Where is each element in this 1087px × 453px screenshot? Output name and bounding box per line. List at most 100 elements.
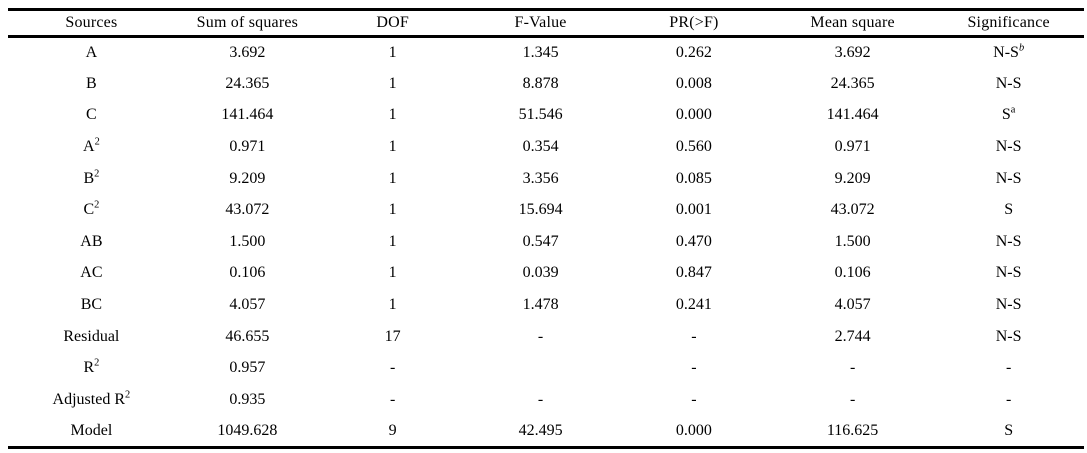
table-cell-dof: 1: [388, 169, 397, 187]
table-cell-mean-square: 43.072: [830, 201, 875, 219]
table-row: A 3.692 1 1.345 0.262 3.692 N-Sb: [8, 37, 1084, 69]
table-cell-significance: N-Sb: [933, 37, 1084, 69]
table-cell-significance: S: [1004, 421, 1014, 439]
table-cell-mean-square: 9.209: [834, 169, 871, 187]
table-cell-pr-f: -: [691, 327, 697, 345]
table-cell-f-value: 42.495: [518, 421, 563, 439]
table-cell-mean-square: 0.971: [834, 138, 871, 156]
table-cell-sources: A: [85, 44, 98, 62]
table-cell-sum-of-squares: 46.655: [225, 327, 270, 345]
table-cell-sum-of-squares: 43.072: [225, 201, 270, 219]
cell-text: Adjusted R: [52, 390, 125, 408]
table-cell-pr-f: 0.008: [675, 74, 712, 92]
table-cell-sources: B2: [8, 163, 175, 195]
table-cell-dof: 1: [388, 264, 397, 282]
table-cell-sources: B: [86, 74, 97, 92]
table-cell-dof: 1: [388, 44, 397, 62]
table-cell-pr-f: 0.241: [675, 296, 712, 314]
table-row: A2 0.971 1 0.354 0.560 0.971 N-S: [8, 131, 1084, 163]
table-cell-mean-square: 3.692: [834, 44, 871, 62]
table-row: Residual 46.655 17 - - 2.744 N-S: [8, 321, 1084, 353]
cell-superscript: 2: [94, 168, 100, 180]
table-cell-dof: 1: [388, 201, 397, 219]
cell-text: B: [83, 169, 95, 187]
cell-text: N-S: [993, 44, 1019, 62]
cell-superscript: 2: [94, 136, 100, 148]
table-cell-sources: C2: [8, 194, 175, 226]
table-header: Sources Sum of squares DOF F-Value PR(>F) Mea…: [8, 9, 1084, 38]
anova-table-container: Sources Sum of squares DOF F-Value PR(>F) Mea…: [8, 8, 1084, 449]
table-cell-significance: -: [1005, 390, 1012, 408]
table-cell-sum-of-squares: 1.500: [229, 232, 266, 250]
table-cell-f-value: 0.354: [522, 138, 559, 156]
table-cell-dof: 1: [388, 106, 397, 124]
table-cell-sources: A2: [8, 131, 175, 163]
table-cell-f-value: [465, 352, 616, 384]
table-cell-pr-f: 0.470: [675, 232, 712, 250]
table-cell-pr-f: 0.560: [675, 138, 712, 156]
table-cell-mean-square: -: [849, 390, 856, 408]
table-cell-significance: S: [1004, 201, 1014, 219]
table-cell-dof: -: [389, 359, 396, 377]
table-body: A 3.692 1 1.345 0.262 3.692 N-Sb B 24.365 1 8.878 0…: [8, 37, 1084, 448]
table-row: C 141.464 1 51.546 0.000 141.464 Sa: [8, 100, 1084, 132]
table-cell-f-value: 3.356: [522, 169, 559, 187]
table-row: Model 1049.628 9 42.495 0.000 116.625 S: [8, 416, 1084, 448]
table-cell-f-value: 0.039: [522, 264, 559, 282]
table-cell-significance: N-S: [995, 169, 1022, 187]
table-row: AC 0.106 1 0.039 0.847 0.106 N-S: [8, 258, 1084, 290]
table-cell-pr-f: 0.847: [675, 264, 712, 282]
table-cell-significance: N-S: [995, 264, 1022, 282]
cell-superscript: b: [1018, 42, 1025, 54]
table-cell-f-value: 0.547: [522, 232, 559, 250]
cell-text: A: [83, 138, 95, 156]
cell-text: R: [83, 359, 95, 377]
table-cell-sources: BC: [80, 296, 103, 314]
table-cell-mean-square: 116.625: [826, 421, 879, 439]
table-row: B2 9.209 1 3.356 0.085 9.209 N-S: [8, 163, 1084, 195]
table-cell-sum-of-squares: 0.971: [229, 138, 266, 156]
table-cell-significance: N-S: [995, 296, 1022, 314]
table-cell-dof: 9: [388, 421, 397, 439]
table-cell-sources: C: [86, 106, 97, 124]
table-cell-sum-of-squares: 0.106: [229, 264, 266, 282]
table-cell-significance: Sa: [933, 100, 1084, 132]
table-cell-f-value: -: [537, 390, 544, 408]
table-cell-sum-of-squares: 1049.628: [217, 421, 278, 439]
table-cell-sources: AC: [80, 264, 103, 282]
table-cell-pr-f: -: [691, 359, 697, 377]
column-header-sources: Sources: [8, 9, 175, 38]
table-cell-dof: 17: [384, 327, 401, 345]
column-header-dof: DOF: [320, 9, 466, 38]
table-cell-dof: 1: [388, 296, 397, 314]
table-cell-dof: 1: [388, 232, 397, 250]
table-cell-sources: Residual: [63, 327, 120, 345]
table-cell-mean-square: 141.464: [826, 106, 879, 124]
table-cell-pr-f: 0.262: [675, 44, 712, 62]
table-cell-dof: 1: [388, 138, 397, 156]
table-row: AB 1.500 1 0.547 0.470 1.500 N-S: [8, 226, 1084, 258]
table-row: Adjusted R2 0.935 - - - - -: [8, 384, 1084, 416]
table-cell-sum-of-squares: 3.692: [229, 44, 266, 62]
table-cell-sum-of-squares: 0.957: [229, 359, 266, 377]
table-cell-f-value: 15.694: [518, 201, 563, 219]
table-cell-sum-of-squares: 141.464: [221, 106, 274, 124]
table-cell-mean-square: 2.744: [834, 327, 871, 345]
table-cell-mean-square: -: [849, 359, 856, 377]
table-cell-f-value: 1.478: [522, 296, 559, 314]
table-cell-f-value: 51.546: [518, 106, 563, 124]
cell-text: S: [1001, 106, 1011, 124]
table-cell-dof: 1: [388, 74, 397, 92]
column-header-f-value: F-Value: [465, 9, 616, 38]
table-cell-pr-f: -: [691, 390, 697, 408]
column-header-significance: Significance: [933, 9, 1084, 38]
table-row: B 24.365 1 8.878 0.008 24.365 N-S: [8, 68, 1084, 100]
table-cell-pr-f: 0.000: [675, 106, 712, 124]
table-row: C2 43.072 1 15.694 0.001 43.072 S: [8, 194, 1084, 226]
table-cell-significance: -: [1005, 359, 1012, 377]
table-cell-sum-of-squares: 24.365: [225, 74, 270, 92]
column-header-mean-square: Mean square: [771, 9, 934, 38]
table-cell-sum-of-squares: 0.935: [229, 390, 266, 408]
column-header-sum-of-squares: Sum of squares: [174, 9, 321, 38]
table-cell-f-value: 8.878: [522, 74, 559, 92]
